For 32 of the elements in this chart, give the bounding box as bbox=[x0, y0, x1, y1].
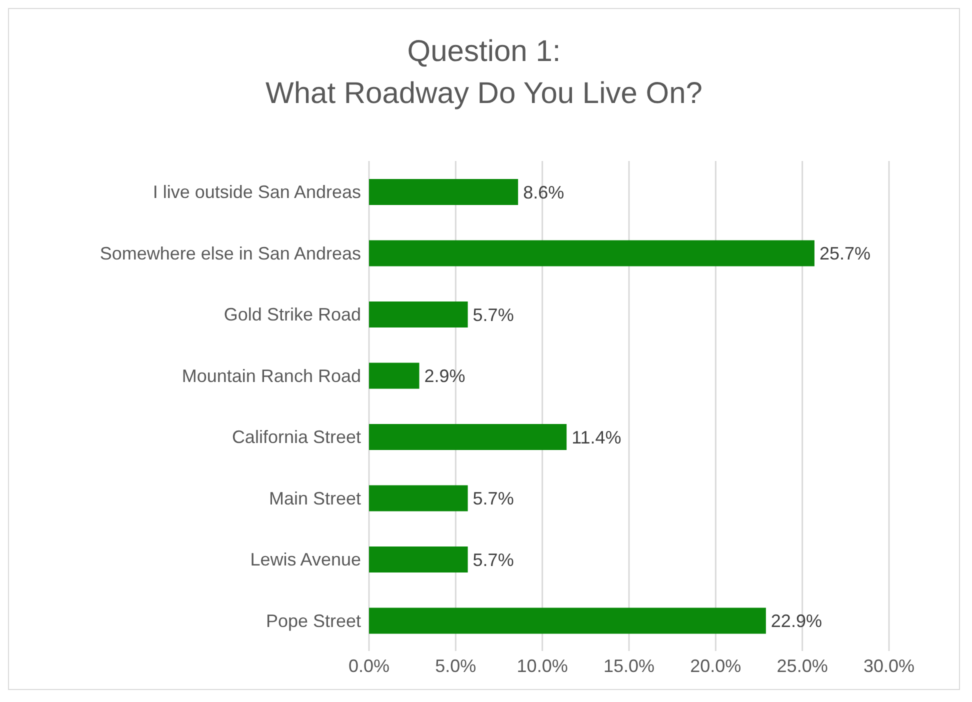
y-tick-label: Lewis Avenue bbox=[250, 550, 361, 570]
bar bbox=[369, 424, 567, 450]
x-tick-label: 5.0% bbox=[435, 656, 476, 676]
bar bbox=[369, 546, 468, 572]
x-tick-label: 10.0% bbox=[516, 656, 568, 676]
y-tick-label: California Street bbox=[232, 427, 361, 448]
x-tick-label: 25.0% bbox=[776, 656, 828, 676]
data-label: 2.9% bbox=[424, 366, 466, 386]
data-label: 25.7% bbox=[819, 244, 871, 264]
x-tick-label: 15.0% bbox=[603, 656, 655, 676]
data-label: 11.4% bbox=[572, 427, 622, 448]
x-tick-label: 20.0% bbox=[690, 656, 742, 676]
data-label: 8.6% bbox=[523, 182, 564, 202]
bar bbox=[369, 608, 766, 634]
data-label: 5.7% bbox=[472, 304, 514, 325]
x-tick-label: 0.0% bbox=[348, 656, 390, 676]
y-tick-label: Somewhere else in San Andreas bbox=[100, 243, 361, 264]
y-tick-label: Main Street bbox=[268, 488, 361, 508]
y-tick-label: Gold Strike Road bbox=[224, 304, 361, 325]
bar bbox=[369, 302, 468, 328]
bar bbox=[369, 240, 814, 266]
y-tick-label: Mountain Ranch Road bbox=[182, 366, 361, 386]
data-label: 22.9% bbox=[770, 611, 822, 632]
data-label: 5.7% bbox=[472, 550, 514, 570]
y-tick-label: I live outside San Andreas bbox=[152, 182, 361, 202]
chart-title: Question 1: What Roadway Do You Live On? bbox=[264, 34, 704, 112]
bar bbox=[369, 485, 468, 512]
y-tick-label: Pope Street bbox=[266, 610, 361, 631]
data-label: 5.7% bbox=[472, 488, 514, 509]
x-tick-label: 30.0% bbox=[863, 656, 915, 676]
bar bbox=[369, 179, 518, 205]
bar bbox=[369, 362, 420, 389]
